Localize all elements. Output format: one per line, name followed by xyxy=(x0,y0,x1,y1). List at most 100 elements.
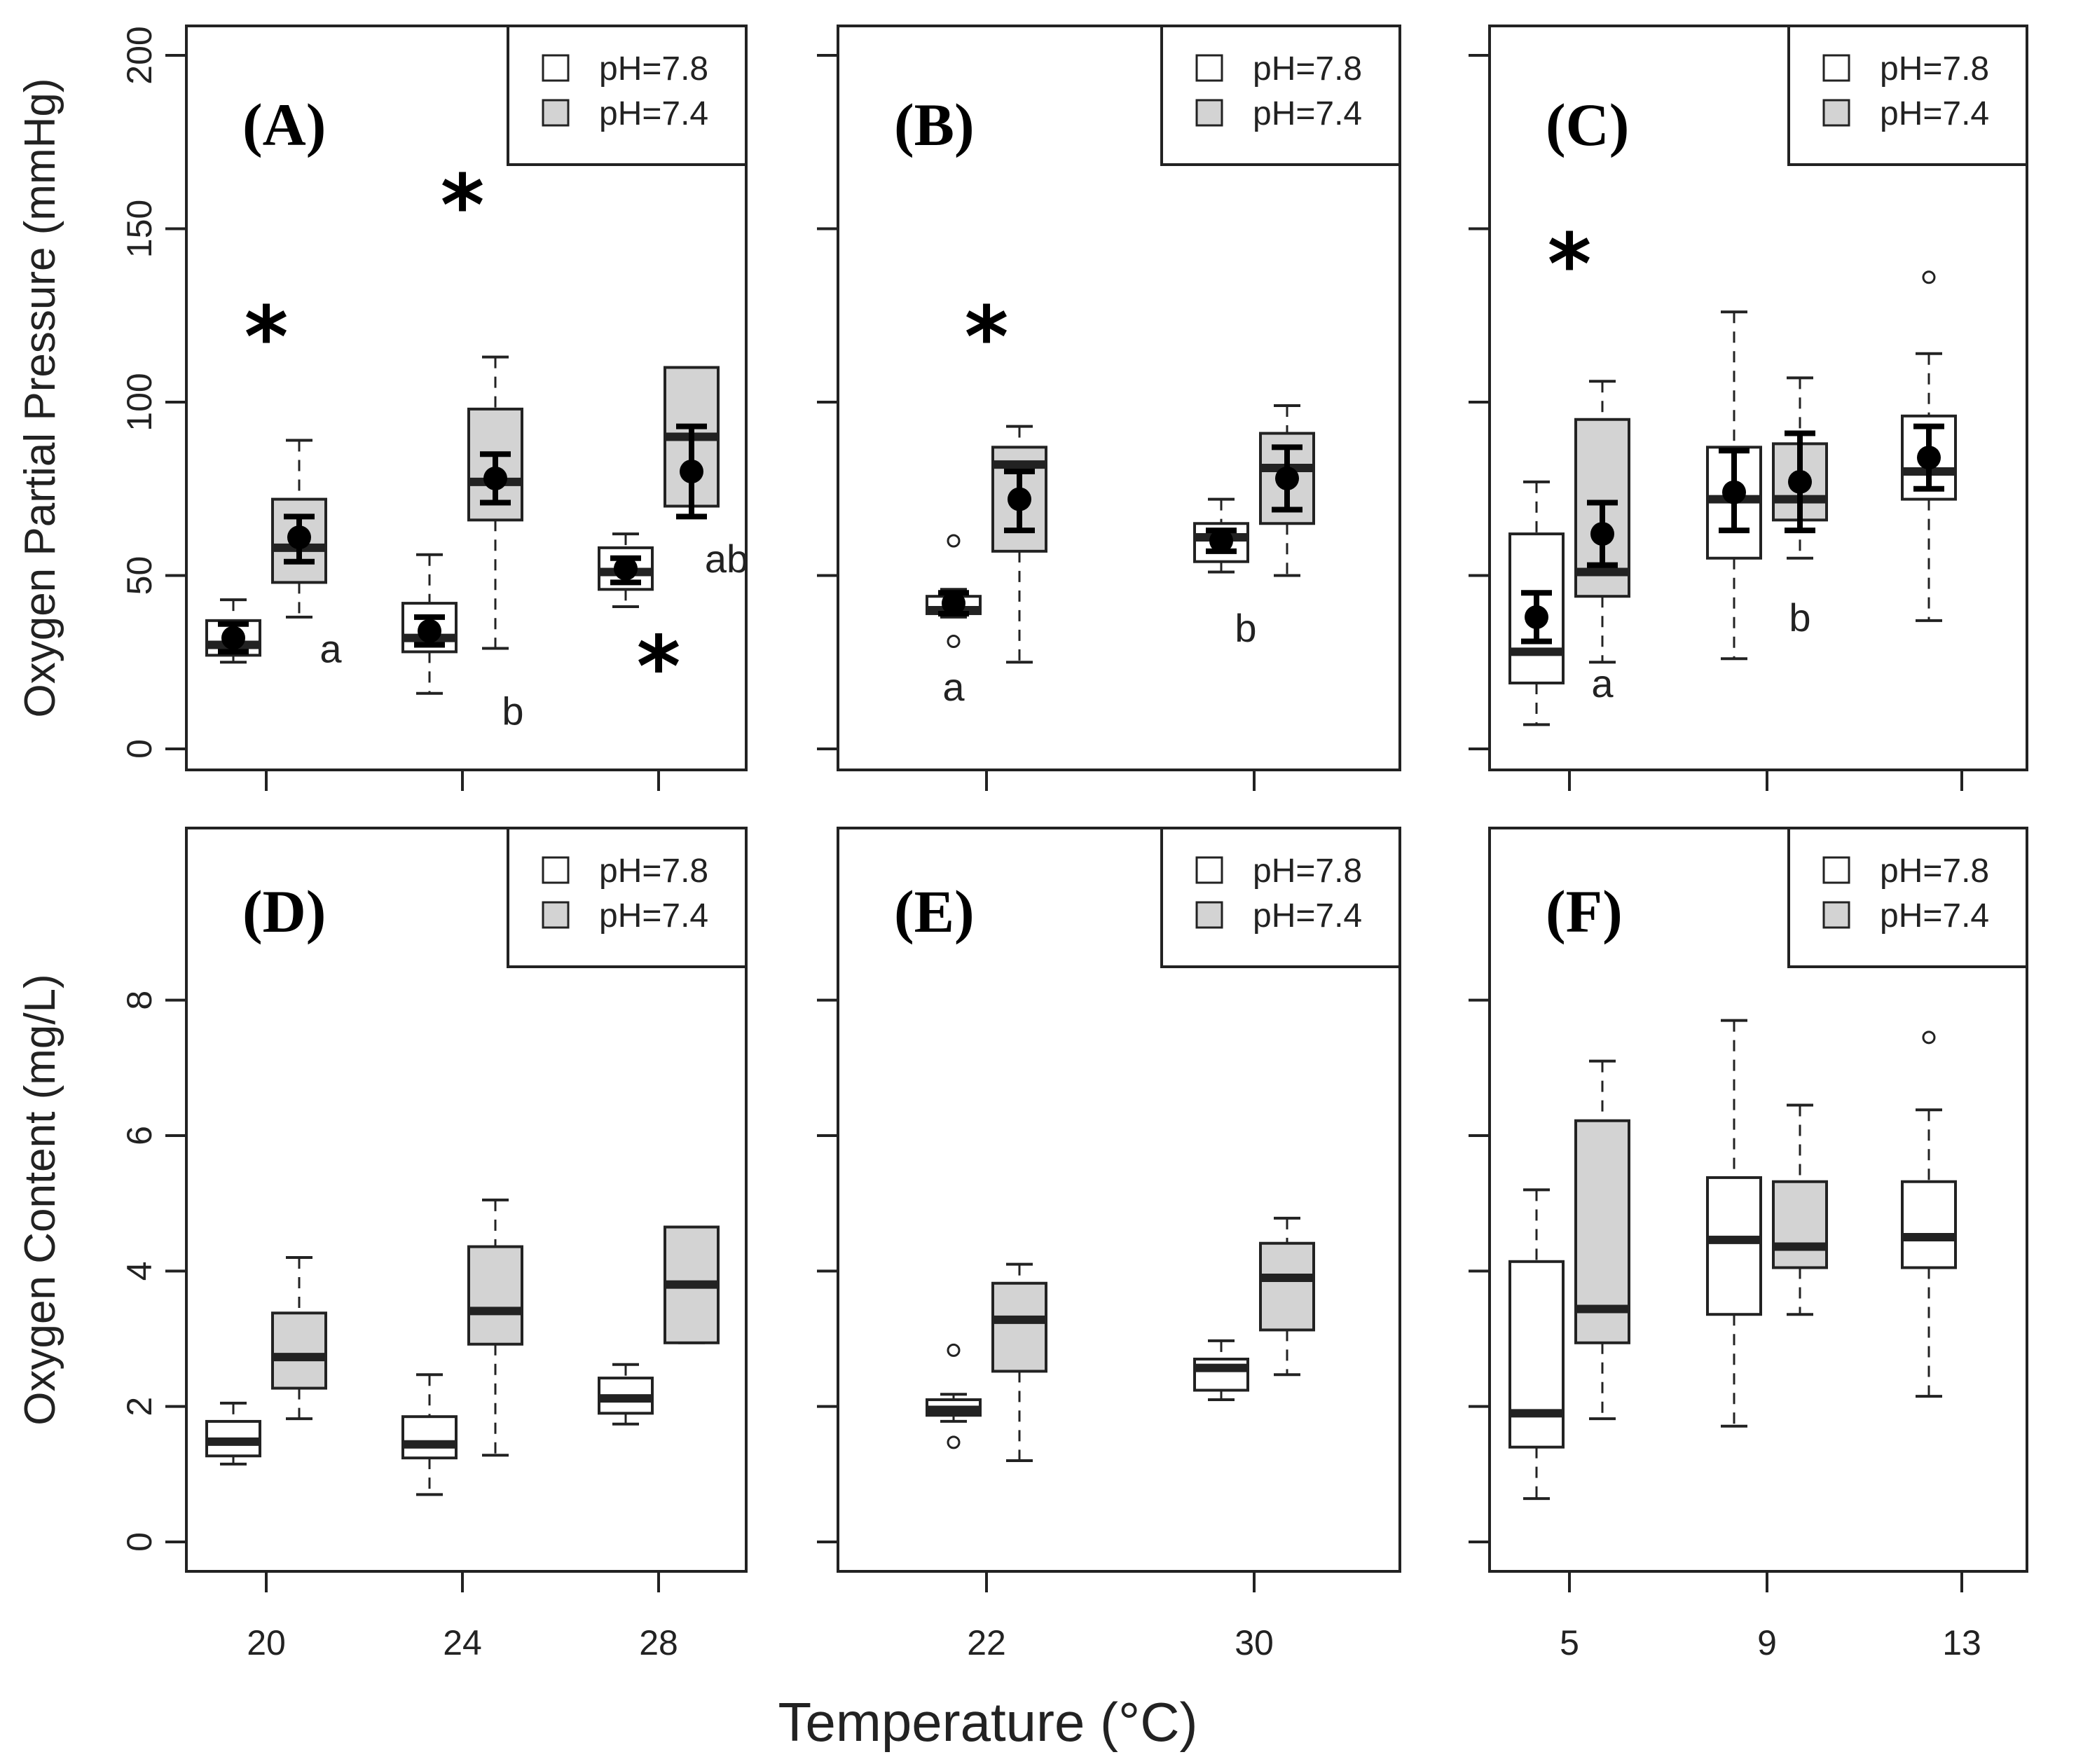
significance-star: * xyxy=(637,619,681,716)
outlier-point xyxy=(947,1435,961,1449)
box-ph74 xyxy=(1259,1216,1315,1377)
legend-box xyxy=(1160,827,1401,968)
box-body xyxy=(271,1311,327,1390)
mean-point xyxy=(1917,446,1941,470)
y-tick-label: 100 xyxy=(120,373,159,431)
y-tick-label: 0 xyxy=(120,1532,159,1552)
box-ph78 xyxy=(1193,1339,1249,1401)
legend-swatch-ph74 xyxy=(1195,99,1223,127)
y-tick-label: 150 xyxy=(120,200,159,258)
y-axis-title: Oxygen Content (mg/L) xyxy=(16,974,64,1425)
significance-star: * xyxy=(965,289,1009,387)
legend: pH=7.8 pH=7.4 xyxy=(1787,25,2028,166)
mean-point xyxy=(1722,480,1746,504)
group-letter: a xyxy=(1591,661,1614,705)
panel-b: * a b (B) pH=7.8 pH=7.4 xyxy=(817,25,1401,791)
x-tick-label: 9 xyxy=(1757,1623,1777,1662)
mean-point xyxy=(221,626,245,650)
box-ph78 xyxy=(1901,1031,1957,1398)
legend-label-ph78: pH=7.8 xyxy=(599,853,708,890)
legend-label-ph78: pH=7.8 xyxy=(1880,853,1989,890)
box-ph78 xyxy=(1706,310,1762,661)
group-letter: a xyxy=(319,626,342,670)
legend-swatch-ph74 xyxy=(1195,901,1223,929)
legend-swatch-ph78 xyxy=(542,856,570,884)
outlier-point xyxy=(947,534,961,548)
box-ph78 xyxy=(1508,1188,1565,1501)
x-tick-label: 5 xyxy=(1560,1623,1579,1662)
mean-point xyxy=(1209,529,1233,553)
legend-box xyxy=(1787,827,2028,968)
legend-label-ph74: pH=7.4 xyxy=(1253,897,1362,935)
plot-frame xyxy=(185,827,748,1573)
mean-point xyxy=(1275,466,1299,490)
mean-point xyxy=(418,619,441,643)
legend-swatch-ph74 xyxy=(1822,901,1850,929)
box-ph74 xyxy=(664,366,720,520)
panel-e: 22 30 (E) pH=7.8 pH=7.4 xyxy=(817,827,1401,1662)
box-body xyxy=(467,1245,523,1346)
legend-label-ph78: pH=7.8 xyxy=(1880,50,1989,88)
plot-frame xyxy=(1488,827,2028,1573)
panel-f: 5 9 13 (F) pH=7.8 pH=7.4 xyxy=(1469,827,2028,1662)
outlier-point xyxy=(947,1343,961,1357)
legend-label-ph74: pH=7.4 xyxy=(1880,897,1989,935)
plot-frame xyxy=(1488,25,2028,771)
box-body xyxy=(1901,1180,1957,1269)
box-ph74 xyxy=(271,1256,327,1421)
y-tick-label: 2 xyxy=(120,1397,159,1417)
outlier-point xyxy=(1922,270,1936,284)
box-body xyxy=(1508,1260,1565,1449)
group-letter: b xyxy=(1789,595,1810,640)
box-ph74 xyxy=(1574,1059,1630,1421)
plot-frame xyxy=(185,25,748,771)
box-body xyxy=(991,1281,1047,1373)
legend: pH=7.8 pH=7.4 xyxy=(1160,25,1401,166)
box-ph74 xyxy=(467,355,523,650)
mean-point xyxy=(483,466,507,490)
y-tick-label: 8 xyxy=(120,991,159,1010)
mean-point xyxy=(1525,605,1548,629)
legend-swatch-ph78 xyxy=(1822,856,1850,884)
panel-label: (A) xyxy=(242,91,326,158)
box-body xyxy=(401,1415,458,1460)
significance-star: * xyxy=(1548,216,1592,314)
box-ph78 xyxy=(926,1343,982,1449)
legend-box xyxy=(507,25,748,166)
legend: pH=7.8 pH=7.4 xyxy=(507,827,748,968)
mean-point xyxy=(614,556,638,581)
box-ph74 xyxy=(1772,1103,1828,1316)
y-axis-title: Oxygen Partial Pressure (mmHg) xyxy=(16,78,64,717)
y-tick-label: 6 xyxy=(120,1126,159,1145)
legend-swatch-ph78 xyxy=(1195,856,1223,884)
box-ph74 xyxy=(467,1198,523,1457)
mean-point xyxy=(287,525,311,550)
panel-label: (E) xyxy=(894,878,975,945)
panel-label: (B) xyxy=(894,91,975,158)
box-ph78 xyxy=(205,1401,261,1466)
box-ph74 xyxy=(664,1225,720,1344)
legend-label-ph78: pH=7.8 xyxy=(1253,853,1362,890)
panel-a: 0 50 100 150 200 Oxygen Partial Pressure (mmH… xyxy=(16,25,748,791)
panel-label: (F) xyxy=(1546,878,1623,945)
mean-point xyxy=(1590,522,1614,546)
box-ph78 xyxy=(598,532,654,609)
y-tick-label: 4 xyxy=(120,1261,159,1281)
group-letter: a xyxy=(942,665,965,709)
legend: pH=7.8 pH=7.4 xyxy=(507,25,748,166)
panel-c: * a b (C) pH=7.8 pH=7.4 xyxy=(1469,25,2028,791)
x-tick-label: 30 xyxy=(1235,1623,1274,1662)
plot-frame xyxy=(837,25,1401,771)
outlier-point xyxy=(1922,1031,1936,1045)
mean-point xyxy=(1008,487,1031,511)
group-letter: b xyxy=(502,689,523,733)
box-body xyxy=(1259,1241,1315,1332)
legend-swatch-ph74 xyxy=(542,99,570,127)
plot-frame xyxy=(837,827,1401,1573)
x-tick-label: 20 xyxy=(247,1623,286,1662)
legend-label-ph78: pH=7.8 xyxy=(599,50,708,88)
panel-label: (C) xyxy=(1546,91,1629,158)
x-tick-label: 13 xyxy=(1942,1623,1981,1662)
